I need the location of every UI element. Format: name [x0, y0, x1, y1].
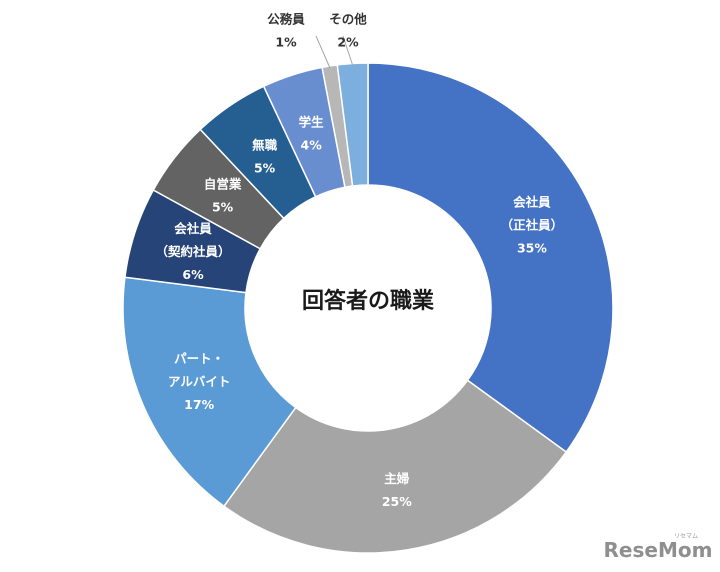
slice-percent: 5%: [212, 200, 234, 215]
slice-label: 公務員 1%: [267, 12, 305, 50]
pie-slice: [122, 276, 297, 508]
slice-name: 学生: [299, 115, 325, 130]
slices-layer: [122, 62, 614, 554]
labels-layer: 会社員 （正社員） 35% 主婦 25% パート・アルバイト 17% 会社員 （契約社員） 6% 自…: [155, 12, 563, 510]
slice-label: 主婦 25%: [382, 471, 412, 509]
slice-name: アルバイト: [168, 374, 230, 389]
slice-name: 主婦: [384, 471, 410, 486]
chart-title: 回答者の職業: [302, 288, 435, 314]
slice-label: 無職 5%: [252, 137, 278, 175]
slice-percent: 4%: [301, 138, 323, 153]
slice-name: 公務員: [267, 12, 305, 27]
slice-label: 自営業 5%: [204, 177, 242, 215]
slice-percent: 1%: [275, 35, 297, 50]
pie-slice: [222, 379, 568, 554]
leader-line: [315, 35, 331, 69]
slice-label: 学生 4%: [299, 115, 325, 153]
pie-slice: [336, 62, 369, 187]
slice-label: パート・アルバイト 17%: [168, 351, 230, 412]
slice-percent: 17%: [184, 397, 214, 412]
pie-slice: [367, 62, 614, 454]
logo-kana: リセマム: [674, 533, 698, 540]
slice-percent: 2%: [337, 35, 359, 50]
slice-name: 会社員: [513, 194, 551, 209]
slice-name: （正社員）: [501, 217, 564, 232]
slice-name: その他: [329, 12, 367, 27]
slice-percent: 5%: [254, 160, 276, 175]
slice-name: 会社員: [174, 221, 212, 236]
slice-name: 無職: [252, 137, 278, 152]
slice-name: パート・: [174, 351, 224, 366]
slice-name: 自営業: [204, 177, 242, 192]
resemom-logo: リセマム ReseMom: [604, 533, 713, 562]
leader-line: [342, 35, 354, 66]
slice-label: 会社員 （契約社員） 6%: [155, 221, 230, 282]
slice-percent: 6%: [182, 267, 204, 282]
slice-name: （契約社員）: [155, 244, 230, 259]
slice-label: その他 2%: [329, 12, 367, 50]
slice-percent: 25%: [382, 494, 412, 509]
leader-lines: [315, 35, 354, 69]
slice-percent: 35%: [517, 240, 547, 255]
slice-label: 会社員 （正社員） 35%: [501, 194, 564, 255]
logo-text: ReseMom: [604, 538, 713, 562]
